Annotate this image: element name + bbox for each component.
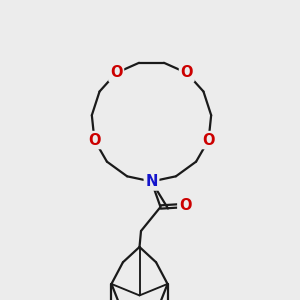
Text: O: O (88, 133, 101, 148)
Text: N: N (145, 174, 158, 189)
Text: O: O (179, 198, 191, 213)
Text: O: O (181, 65, 193, 80)
Text: O: O (110, 65, 122, 80)
Text: O: O (202, 133, 215, 148)
